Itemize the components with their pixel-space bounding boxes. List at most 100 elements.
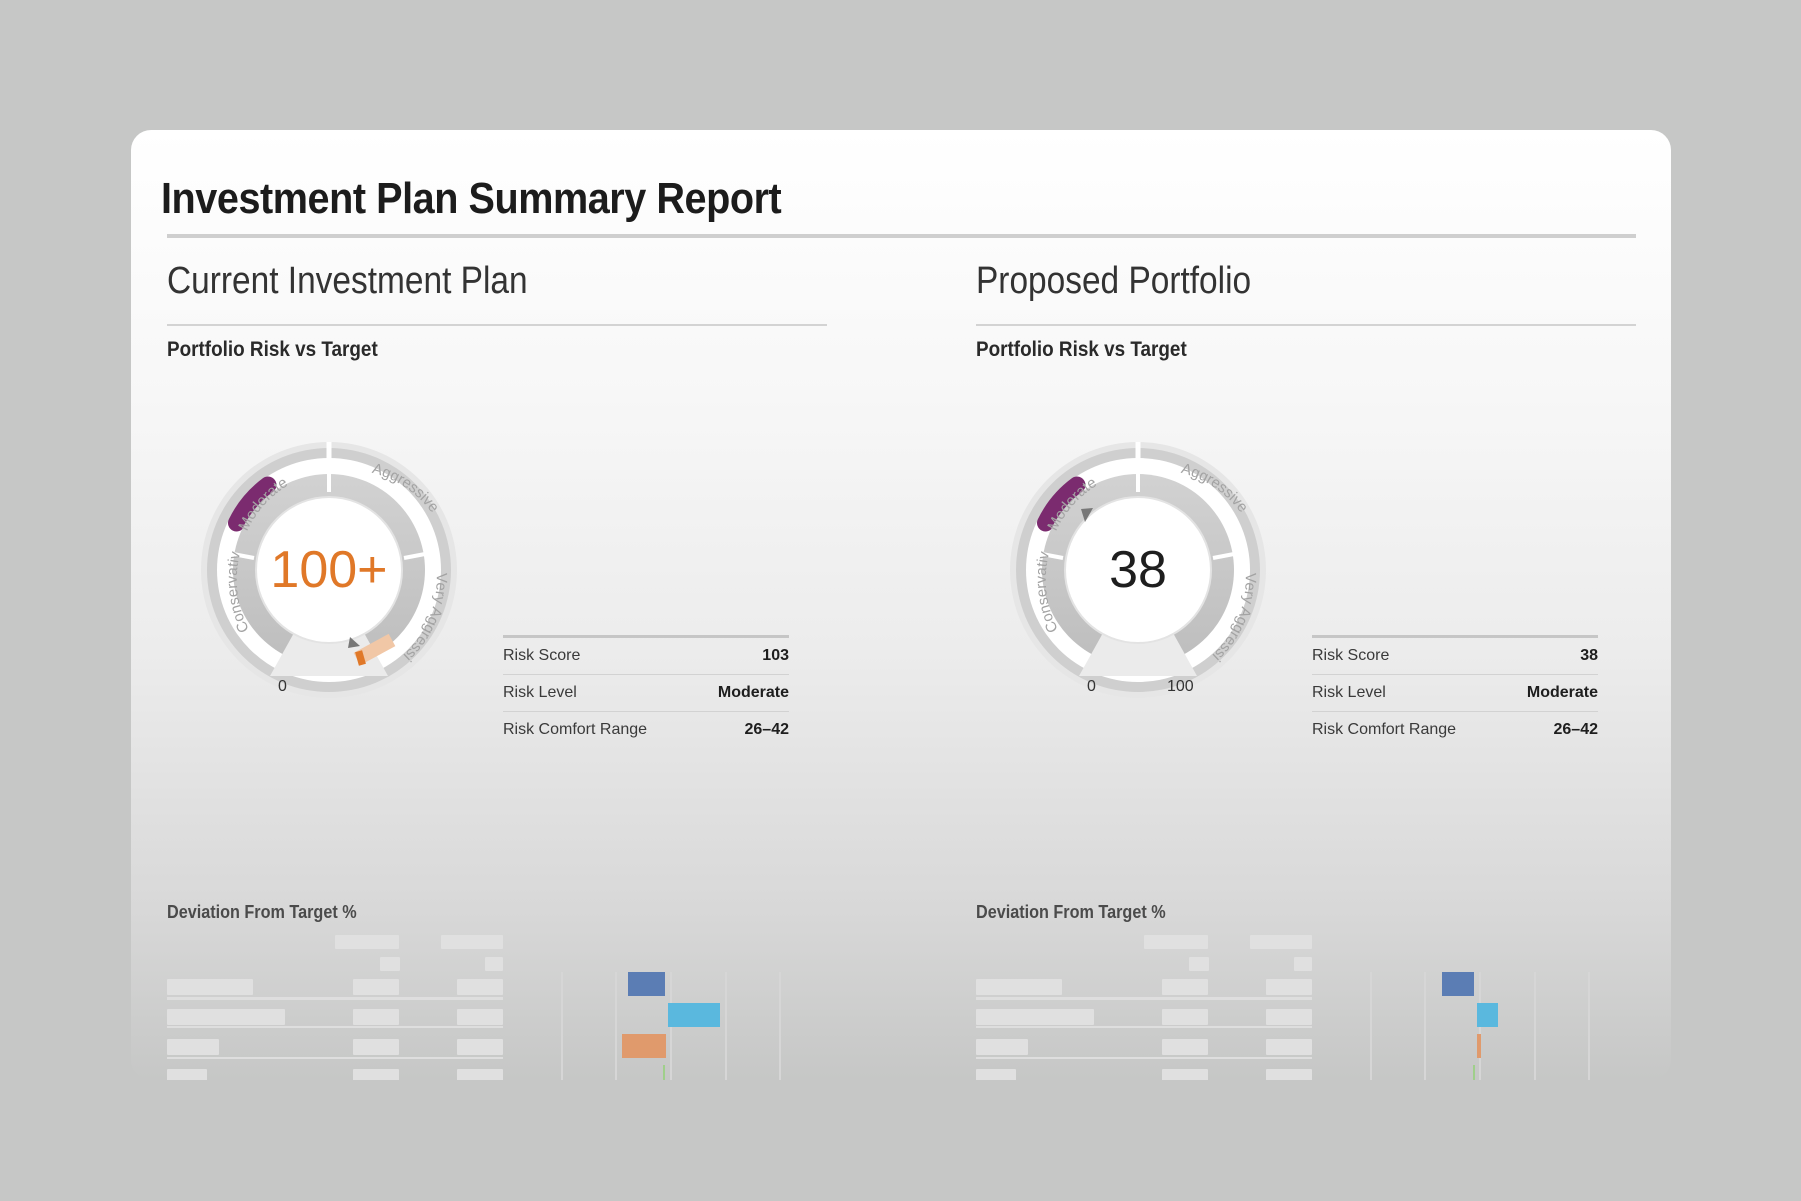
deviation-bar bbox=[628, 972, 665, 996]
row-label-placeholder bbox=[976, 1069, 1016, 1080]
metric-value: 26–42 bbox=[1553, 721, 1599, 738]
target-band-marker bbox=[228, 476, 277, 532]
row-value-placeholder bbox=[353, 979, 399, 995]
risk-gauge-graphic: Conservative Moderate Aggressive Very Ag… bbox=[997, 417, 1266, 698]
gauge-min-label: 0 bbox=[1087, 678, 1096, 695]
risk-gauge: Conservative Moderate Aggressive Very Ag… bbox=[997, 417, 1296, 715]
panel-heading: Current Investment Plan bbox=[167, 260, 528, 302]
row-value-placeholder bbox=[1162, 1069, 1208, 1080]
metric-label: Risk Level bbox=[1312, 684, 1386, 701]
page-title: Investment Plan Summary Report bbox=[161, 174, 782, 223]
deviation-grid-line bbox=[615, 972, 617, 1080]
proposed-portfolio-panel: Proposed Portfolio Portfolio Risk vs Tar… bbox=[976, 260, 1636, 1080]
column-header-placeholder bbox=[380, 957, 400, 971]
metric-label: Risk Comfort Range bbox=[1312, 721, 1457, 738]
table-divider bbox=[976, 1057, 1312, 1059]
deviation-grid-line bbox=[1370, 972, 1372, 1080]
deviation-heading: Deviation From Target % bbox=[976, 902, 1166, 922]
risk-gauge: Conservative Moderate Aggressive Very Ag… bbox=[188, 417, 487, 715]
deviation-grid-line bbox=[725, 972, 727, 1080]
deviation-bar bbox=[1477, 1034, 1481, 1058]
metric-row-risk-level: Risk Level Moderate bbox=[503, 675, 789, 712]
metric-value: 38 bbox=[1580, 647, 1598, 664]
table-divider bbox=[167, 1026, 503, 1028]
deviation-chart bbox=[167, 935, 827, 1080]
column-header-placeholder bbox=[441, 935, 503, 949]
report-card: Investment Plan Summary Report Current I… bbox=[131, 130, 1671, 1080]
row-value-placeholder bbox=[1162, 979, 1208, 995]
metric-label: Risk Score bbox=[503, 647, 581, 664]
row-label-placeholder bbox=[167, 1009, 285, 1025]
row-label-placeholder bbox=[167, 1069, 207, 1080]
row-value-placeholder bbox=[1266, 1039, 1312, 1055]
column-header-placeholder bbox=[1250, 935, 1312, 949]
metric-row-risk-level: Risk Level Moderate bbox=[1312, 675, 1598, 712]
panel-divider bbox=[167, 324, 827, 326]
row-label-placeholder bbox=[976, 979, 1062, 995]
target-band-marker bbox=[1037, 476, 1086, 532]
table-divider bbox=[976, 1026, 1312, 1028]
deviation-bar bbox=[663, 1065, 665, 1080]
gauge-center-disc bbox=[1064, 496, 1212, 644]
metric-row-comfort-range: Risk Comfort Range 26–42 bbox=[503, 712, 789, 748]
gauge-center-disc bbox=[255, 496, 403, 644]
deviation-bar bbox=[1473, 1065, 1475, 1080]
row-value-placeholder bbox=[1162, 1009, 1208, 1025]
metric-label: Risk Comfort Range bbox=[503, 721, 648, 738]
deviation-bar bbox=[668, 1003, 720, 1027]
risk-metrics-table: Risk Score 38 Risk Level Moderate Risk C… bbox=[1312, 635, 1598, 748]
row-value-placeholder bbox=[457, 1069, 503, 1080]
deviation-grid-line bbox=[1534, 972, 1536, 1080]
row-label-placeholder bbox=[976, 1039, 1028, 1055]
current-plan-panel: Current Investment Plan Portfolio Risk v… bbox=[167, 260, 827, 1080]
metric-value: Moderate bbox=[1526, 684, 1598, 701]
risk-subheading: Portfolio Risk vs Target bbox=[167, 338, 378, 361]
metric-label: Risk Level bbox=[503, 684, 577, 701]
row-value-placeholder bbox=[1162, 1039, 1208, 1055]
column-header-placeholder bbox=[1294, 957, 1312, 971]
row-label-placeholder bbox=[976, 1009, 1094, 1025]
metric-row-risk-score: Risk Score 103 bbox=[503, 638, 789, 675]
risk-score-display: 100+ bbox=[270, 541, 388, 599]
metric-label: Risk Score bbox=[1312, 647, 1390, 664]
row-value-placeholder bbox=[1266, 1069, 1312, 1080]
table-divider bbox=[976, 997, 1312, 1000]
gauge-min-label: 0 bbox=[278, 678, 287, 695]
risk-subheading: Portfolio Risk vs Target bbox=[976, 338, 1187, 361]
deviation-bar bbox=[1442, 972, 1474, 996]
column-header-placeholder bbox=[485, 957, 503, 971]
risk-score-display: 38 bbox=[1109, 541, 1167, 599]
column-header-placeholder bbox=[335, 935, 399, 949]
gauge-inner-dividers bbox=[232, 474, 426, 560]
panel-divider bbox=[976, 324, 1636, 326]
panel-heading: Proposed Portfolio bbox=[976, 260, 1252, 302]
table-divider bbox=[167, 997, 503, 1000]
row-label-placeholder bbox=[167, 979, 253, 995]
deviation-grid-line bbox=[779, 972, 781, 1080]
deviation-bar bbox=[1477, 1003, 1498, 1027]
metric-row-risk-score: Risk Score 38 bbox=[1312, 638, 1598, 675]
row-value-placeholder bbox=[353, 1009, 399, 1025]
column-header-placeholder bbox=[1144, 935, 1208, 949]
deviation-chart bbox=[976, 935, 1636, 1080]
deviation-grid-line bbox=[1588, 972, 1590, 1080]
metric-value: 103 bbox=[762, 647, 789, 664]
deviation-grid-line bbox=[561, 972, 563, 1080]
row-value-placeholder bbox=[457, 1039, 503, 1055]
row-value-placeholder bbox=[1266, 979, 1312, 995]
over-range-marker bbox=[355, 650, 366, 666]
row-value-placeholder bbox=[1266, 1009, 1312, 1025]
row-value-placeholder bbox=[353, 1069, 399, 1080]
metric-value: Moderate bbox=[717, 684, 789, 701]
risk-gauge-graphic: Conservative Moderate Aggressive Very Ag… bbox=[188, 417, 457, 698]
metric-row-comfort-range: Risk Comfort Range 26–42 bbox=[1312, 712, 1598, 748]
deviation-bar bbox=[622, 1034, 666, 1058]
row-value-placeholder bbox=[457, 1009, 503, 1025]
score-pointer bbox=[348, 637, 360, 648]
column-header-placeholder bbox=[1189, 957, 1209, 971]
table-divider bbox=[167, 1057, 503, 1059]
row-label-placeholder bbox=[167, 1039, 219, 1055]
gauge-inner-dividers bbox=[1041, 474, 1235, 560]
deviation-grid-line bbox=[1424, 972, 1426, 1080]
row-value-placeholder bbox=[457, 979, 503, 995]
